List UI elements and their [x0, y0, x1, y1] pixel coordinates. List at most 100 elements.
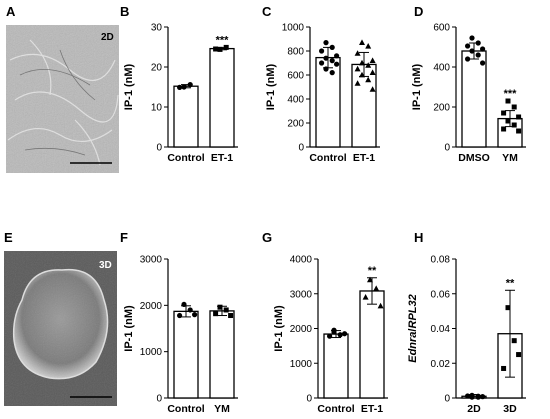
y-axis-label: IP-1 (nM) [411, 63, 423, 110]
data-point [475, 394, 481, 400]
y-tick-label: 800 [287, 47, 304, 58]
y-tick-label: 2000 [140, 301, 163, 312]
y-tick-label: 1000 [290, 359, 313, 370]
y-tick-label: 600 [287, 71, 304, 82]
data-point [480, 46, 486, 52]
panel-label-h: H [414, 230, 423, 245]
bar-ym [209, 310, 235, 399]
category-label: Control [167, 403, 204, 415]
data-point [323, 66, 329, 72]
y-tick-label: 600 [433, 23, 450, 34]
data-point [475, 52, 481, 58]
data-point [362, 294, 369, 300]
category-label: YM [502, 152, 518, 164]
y-tick-label: 200 [287, 119, 304, 130]
y-tick-label: 3000 [140, 255, 163, 266]
data-point [465, 43, 471, 49]
data-point [213, 46, 219, 52]
data-point [511, 122, 517, 128]
data-point [505, 305, 511, 311]
data-point [319, 48, 325, 54]
category-label: 2D [467, 403, 481, 415]
significance-marker: *** [216, 34, 230, 46]
chart-panel-b: B 0 10 20 30 IP-1 (nM) Control ET-1 *** [120, 4, 238, 164]
data-point [511, 104, 517, 110]
chart-panel-c: C 0 200 400 600 800 1000 IP-1 (nM) Control ET-1 [262, 4, 380, 164]
y-axis-label: IP-1 (nM) [123, 305, 135, 352]
chart-panel-f: F 0 1000 2000 3000 IP-1 (nM) Control YM [120, 230, 238, 415]
category-label: ET-1 [211, 152, 233, 164]
data-point [329, 58, 335, 64]
data-point [369, 69, 376, 75]
data-point [480, 394, 486, 400]
data-point [334, 53, 340, 59]
bar-control [323, 333, 349, 399]
category-label: Control [317, 403, 354, 415]
data-point [323, 55, 329, 61]
bar-control [173, 85, 199, 148]
data-point [329, 44, 335, 51]
data-point [228, 313, 234, 319]
data-point [187, 307, 193, 313]
data-point [331, 327, 337, 333]
y-tick-label: 0.02 [431, 359, 451, 370]
data-point [505, 98, 511, 104]
bar-et-1 [359, 290, 385, 399]
data-point [359, 59, 365, 66]
bar-dmso [461, 50, 487, 148]
y-tick-label: 1000 [140, 347, 163, 358]
y-tick-label: 0 [306, 394, 312, 405]
significance-marker: *** [504, 88, 518, 100]
data-point [359, 71, 365, 78]
y-tick-label: 0 [156, 394, 162, 405]
data-point [469, 392, 475, 398]
data-point [223, 44, 229, 50]
data-point [367, 276, 373, 283]
bar-control [173, 310, 199, 399]
data-point [337, 332, 343, 338]
data-point [177, 312, 183, 319]
data-point [501, 365, 507, 371]
data-point [213, 311, 219, 317]
data-point [516, 128, 522, 134]
chart-panel-h: H 0 0.02 0.04 0.06 0.08 Ednra/RPL32 2D 3D ** [407, 230, 526, 415]
y-tick-label: 3000 [290, 289, 313, 300]
data-point [365, 76, 372, 83]
data-point [465, 56, 471, 62]
data-point [475, 40, 481, 46]
data-point [516, 352, 522, 358]
data-point [217, 304, 223, 310]
y-tick-label: 1000 [282, 23, 305, 34]
y-axis-label: IP-1 (nM) [123, 63, 135, 110]
data-point [469, 48, 475, 54]
bar-et-1 [209, 47, 235, 148]
micrograph-3d: 3D [4, 251, 117, 406]
data-point [187, 82, 193, 88]
data-point [465, 393, 471, 399]
bar-control [315, 56, 341, 148]
y-axis-label: Ednra/RPL32 [407, 294, 419, 363]
y-tick-label: 0 [444, 394, 450, 405]
data-point [217, 46, 223, 52]
data-point [365, 43, 372, 49]
category-label: 3D [503, 403, 517, 415]
y-tick-label: 0 [156, 143, 162, 154]
y-tick-label: 10 [151, 103, 163, 114]
y-tick-label: 400 [433, 63, 450, 74]
data-point [181, 301, 187, 308]
data-point [329, 70, 335, 76]
image-tag-2d: 2D [101, 32, 114, 43]
y-tick-label: 200 [433, 103, 450, 114]
y-axis-label: IP-1 (nM) [273, 305, 285, 352]
data-point [319, 60, 325, 66]
data-point [480, 60, 486, 66]
data-point [469, 35, 475, 41]
y-tick-label: 0.06 [431, 289, 451, 300]
data-point [342, 331, 348, 337]
data-point [192, 312, 198, 318]
category-label: ET-1 [361, 403, 383, 415]
data-point [501, 126, 507, 132]
data-point [354, 50, 361, 56]
data-point [177, 84, 183, 90]
